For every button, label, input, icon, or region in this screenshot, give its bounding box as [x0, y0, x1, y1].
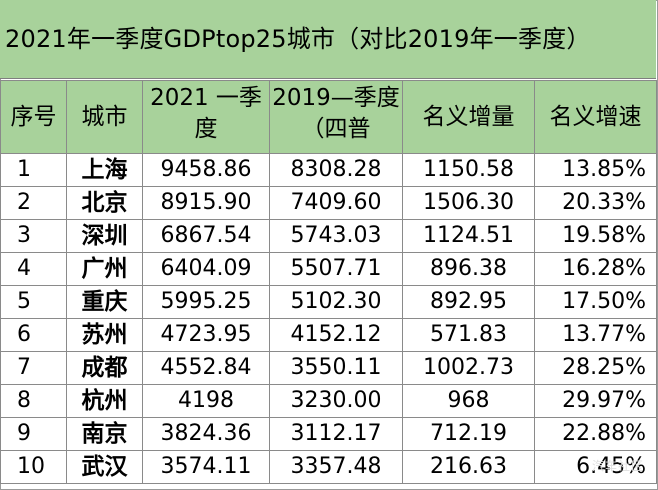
cell-gdp-2021: 3824.36 — [142, 417, 270, 451]
cell-index: 2 — [0, 186, 67, 220]
gdp-table: 序号 城市 2021 一季度 2019—季度（四普 名义增量 名义增速 1 上海… — [0, 80, 657, 484]
cell-increase: 1124.51 — [402, 219, 535, 253]
cell-city: 深圳 — [66, 219, 143, 253]
table-row: 9 南京 3824.36 3112.17 712.19 22.88% — [0, 417, 657, 451]
cell-gdp-2019: 5102.30 — [269, 285, 403, 319]
cell-gdp-2021: 6867.54 — [142, 219, 270, 253]
cell-gdp-2021: 9458.86 — [142, 153, 270, 187]
table-row: 4 广州 6404.09 5507.71 896.38 16.28% — [0, 252, 657, 286]
cell-city: 杭州 — [66, 384, 143, 418]
table-title: 2021年一季度GDPtop25城市（对比2019年一季度） — [0, 0, 656, 79]
cell-gdp-2021: 4552.84 — [142, 351, 270, 385]
cell-increase: 1002.73 — [402, 351, 535, 385]
cell-gdp-2019: 8308.28 — [269, 153, 403, 187]
cell-rate: 16.28% — [534, 252, 657, 286]
cell-rate: 22.88% — [534, 417, 657, 451]
cell-gdp-2021: 4723.95 — [142, 318, 270, 352]
cell-city: 成都 — [66, 351, 143, 385]
cell-increase: 1506.30 — [402, 186, 535, 220]
header-gdp-2019: 2019—季度（四普 — [269, 80, 403, 154]
watermark: 汽车社区 — [591, 459, 644, 473]
cell-gdp-2021: 4198 — [142, 384, 270, 418]
cell-city: 南京 — [66, 417, 143, 451]
cell-rate: 20.33% — [534, 186, 657, 220]
cell-city: 武汉 — [66, 450, 143, 484]
cell-rate: 13.85% — [534, 153, 657, 187]
cell-index: 3 — [0, 219, 67, 253]
table-row: 6 苏州 4723.95 4152.12 571.83 13.77% — [0, 318, 657, 352]
cell-gdp-2019: 3230.00 — [269, 384, 403, 418]
cell-gdp-2019: 3112.17 — [269, 417, 403, 451]
cell-index: 8 — [0, 384, 67, 418]
cell-gdp-2019: 5743.03 — [269, 219, 403, 253]
table-row: 8 杭州 4198 3230.00 968 29.97% — [0, 384, 657, 418]
table-row: 10 武汉 3574.11 3357.48 216.63 6.45% — [0, 450, 657, 484]
table-row: 5 重庆 5995.25 5102.30 892.95 17.50% — [0, 285, 657, 319]
cell-gdp-2019: 4152.12 — [269, 318, 403, 352]
header-nominal-increase: 名义增量 — [402, 80, 535, 154]
cell-index: 9 — [0, 417, 67, 451]
cell-gdp-2019: 7409.60 — [269, 186, 403, 220]
header-city: 城市 — [66, 80, 143, 154]
cell-index: 1 — [0, 153, 67, 187]
cell-gdp-2021: 5995.25 — [142, 285, 270, 319]
cell-city: 广州 — [66, 252, 143, 286]
cell-gdp-2019: 5507.71 — [269, 252, 403, 286]
cell-city: 重庆 — [66, 285, 143, 319]
header-row: 序号 城市 2021 一季度 2019—季度（四普 名义增量 名义增速 — [0, 80, 657, 154]
cell-rate: 28.25% — [534, 351, 657, 385]
cell-index: 6 — [0, 318, 67, 352]
table-row: 2 北京 8915.90 7409.60 1506.30 20.33% — [0, 186, 657, 220]
cell-gdp-2019: 3357.48 — [269, 450, 403, 484]
cell-gdp-2021: 3574.11 — [142, 450, 270, 484]
cell-rate: 13.77% — [534, 318, 657, 352]
table-row: 3 深圳 6867.54 5743.03 1124.51 19.58% — [0, 219, 657, 253]
cell-index: 5 — [0, 285, 67, 319]
cell-index: 7 — [0, 351, 67, 385]
cell-increase: 571.83 — [402, 318, 535, 352]
cell-gdp-2021: 8915.90 — [142, 186, 270, 220]
cell-gdp-2019: 3550.11 — [269, 351, 403, 385]
cell-rate: 29.97% — [534, 384, 657, 418]
header-index: 序号 — [0, 80, 67, 154]
cell-increase: 1150.58 — [402, 153, 535, 187]
cell-city: 上海 — [66, 153, 143, 187]
cell-index: 10 — [0, 450, 67, 484]
table-row: 7 成都 4552.84 3550.11 1002.73 28.25% — [0, 351, 657, 385]
cell-rate: 19.58% — [534, 219, 657, 253]
header-nominal-rate: 名义增速 — [534, 80, 657, 154]
cell-city: 苏州 — [66, 318, 143, 352]
cell-gdp-2021: 6404.09 — [142, 252, 270, 286]
cell-increase: 968 — [402, 384, 535, 418]
header-gdp-2021: 2021 一季度 — [142, 80, 270, 154]
cell-increase: 892.95 — [402, 285, 535, 319]
cell-increase: 216.63 — [402, 450, 535, 484]
cell-rate: 6.45% — [534, 450, 657, 484]
cell-city: 北京 — [66, 186, 143, 220]
cell-increase: 712.19 — [402, 417, 535, 451]
cell-increase: 896.38 — [402, 252, 535, 286]
table-row: 1 上海 9458.86 8308.28 1150.58 13.85% — [0, 153, 657, 187]
cell-index: 4 — [0, 252, 67, 286]
cell-rate: 17.50% — [534, 285, 657, 319]
